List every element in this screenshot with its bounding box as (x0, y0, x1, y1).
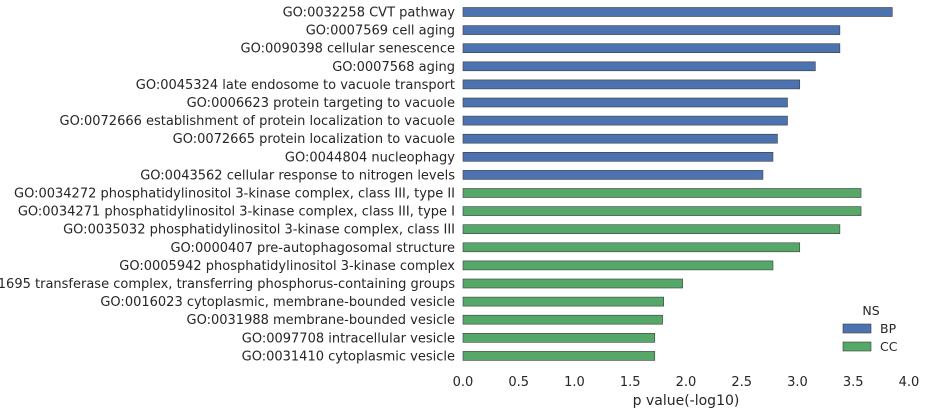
category-label: GO:0031988 membrane-bounded vesicle (187, 313, 455, 328)
bar-cc (462, 206, 862, 216)
category-label: GO:0035032 phosphatidylinositol 3-kinase… (63, 223, 455, 238)
category-label: GO:0045324 late endosome to vacuole tran… (136, 78, 455, 93)
category-labels-group: GO:0032258 CVT pathway GO:0007569 cell ag… (0, 6, 455, 365)
legend-label-bp: BP (880, 321, 897, 336)
x-tick-label: 1.5 (620, 375, 641, 390)
bar-cc (462, 278, 683, 289)
bar-cc (462, 332, 656, 343)
x-tick-label: 1.0 (564, 375, 585, 390)
bar-cc (462, 224, 841, 234)
category-label: GO:0000407 pre-autophagosomal structure (170, 241, 455, 256)
category-label: GO:0034272 phosphatidylinositol 3-kinase… (14, 187, 455, 202)
category-label: GO:0007569 cell aging (306, 24, 455, 39)
legend-label-cc: CC (880, 339, 898, 354)
legend: NS BP CC (842, 303, 898, 354)
bar-bp (462, 25, 841, 35)
x-tick-labels-group: 0.0 0.5 1.0 1.5 2.0 2.5 3.0 3.5 4.0 (453, 375, 920, 390)
legend-swatch-bp (842, 323, 872, 334)
category-label: GO:0043562 cellular response to nitrogen… (140, 168, 455, 183)
bar-bp (462, 43, 841, 54)
x-tick-label: 2.0 (676, 375, 697, 390)
bars-group (462, 7, 893, 361)
bar-bp (462, 7, 893, 17)
x-tick-label: 4.0 (899, 375, 920, 390)
category-label: GO:0097708 intracellular vesicle (242, 331, 455, 346)
bar-cc (462, 314, 663, 325)
category-label: GO:0090398 cellular senescence (241, 42, 455, 57)
category-label: GO:0006623 protein targeting to vacuole (187, 96, 455, 111)
bar-cc (462, 260, 774, 271)
legend-swatch-cc (842, 341, 872, 352)
bar-cc (462, 351, 656, 361)
bar-bp (462, 79, 801, 90)
bar-cc (462, 296, 664, 307)
category-label: GO:0007568 aging (332, 60, 455, 75)
bar-bp (462, 97, 788, 108)
bar-bp (462, 170, 764, 180)
category-label: GO:0072666 establishment of protein loca… (60, 114, 455, 129)
category-label: GO:0005942 phosphatidylinositol 3-kinase… (119, 259, 455, 274)
bar-bp (462, 61, 816, 72)
bar-bp (462, 133, 778, 144)
bar-bp (462, 152, 774, 162)
x-axis-title: p value(-log10) (633, 393, 740, 409)
x-tick-label: 2.5 (731, 375, 752, 390)
category-label: GO:0032258 CVT pathway (283, 6, 456, 21)
x-tick-label: 0.0 (453, 375, 474, 390)
x-tick-label: 3.0 (787, 375, 808, 390)
legend-title: NS (862, 303, 879, 318)
x-tick-label: 3.5 (843, 375, 864, 390)
bar-bp (462, 115, 788, 126)
bar-cc (462, 242, 801, 253)
category-label: GO:0031410 cytoplasmic vesicle (242, 349, 455, 364)
category-label: GO:0016023 cytoplasmic, membrane-bounded… (100, 295, 455, 310)
category-label: GO:0044804 nucleophagy (285, 150, 455, 165)
category-label: GO:0034271 phosphatidylinositol 3-kinase… (18, 205, 455, 220)
category-label: GO:0061695 transferase complex, transfer… (0, 277, 455, 292)
category-label: GO:0072665 protein localization to vacuo… (173, 132, 455, 147)
x-tick-label: 0.5 (508, 375, 529, 390)
bar-cc (462, 188, 862, 198)
